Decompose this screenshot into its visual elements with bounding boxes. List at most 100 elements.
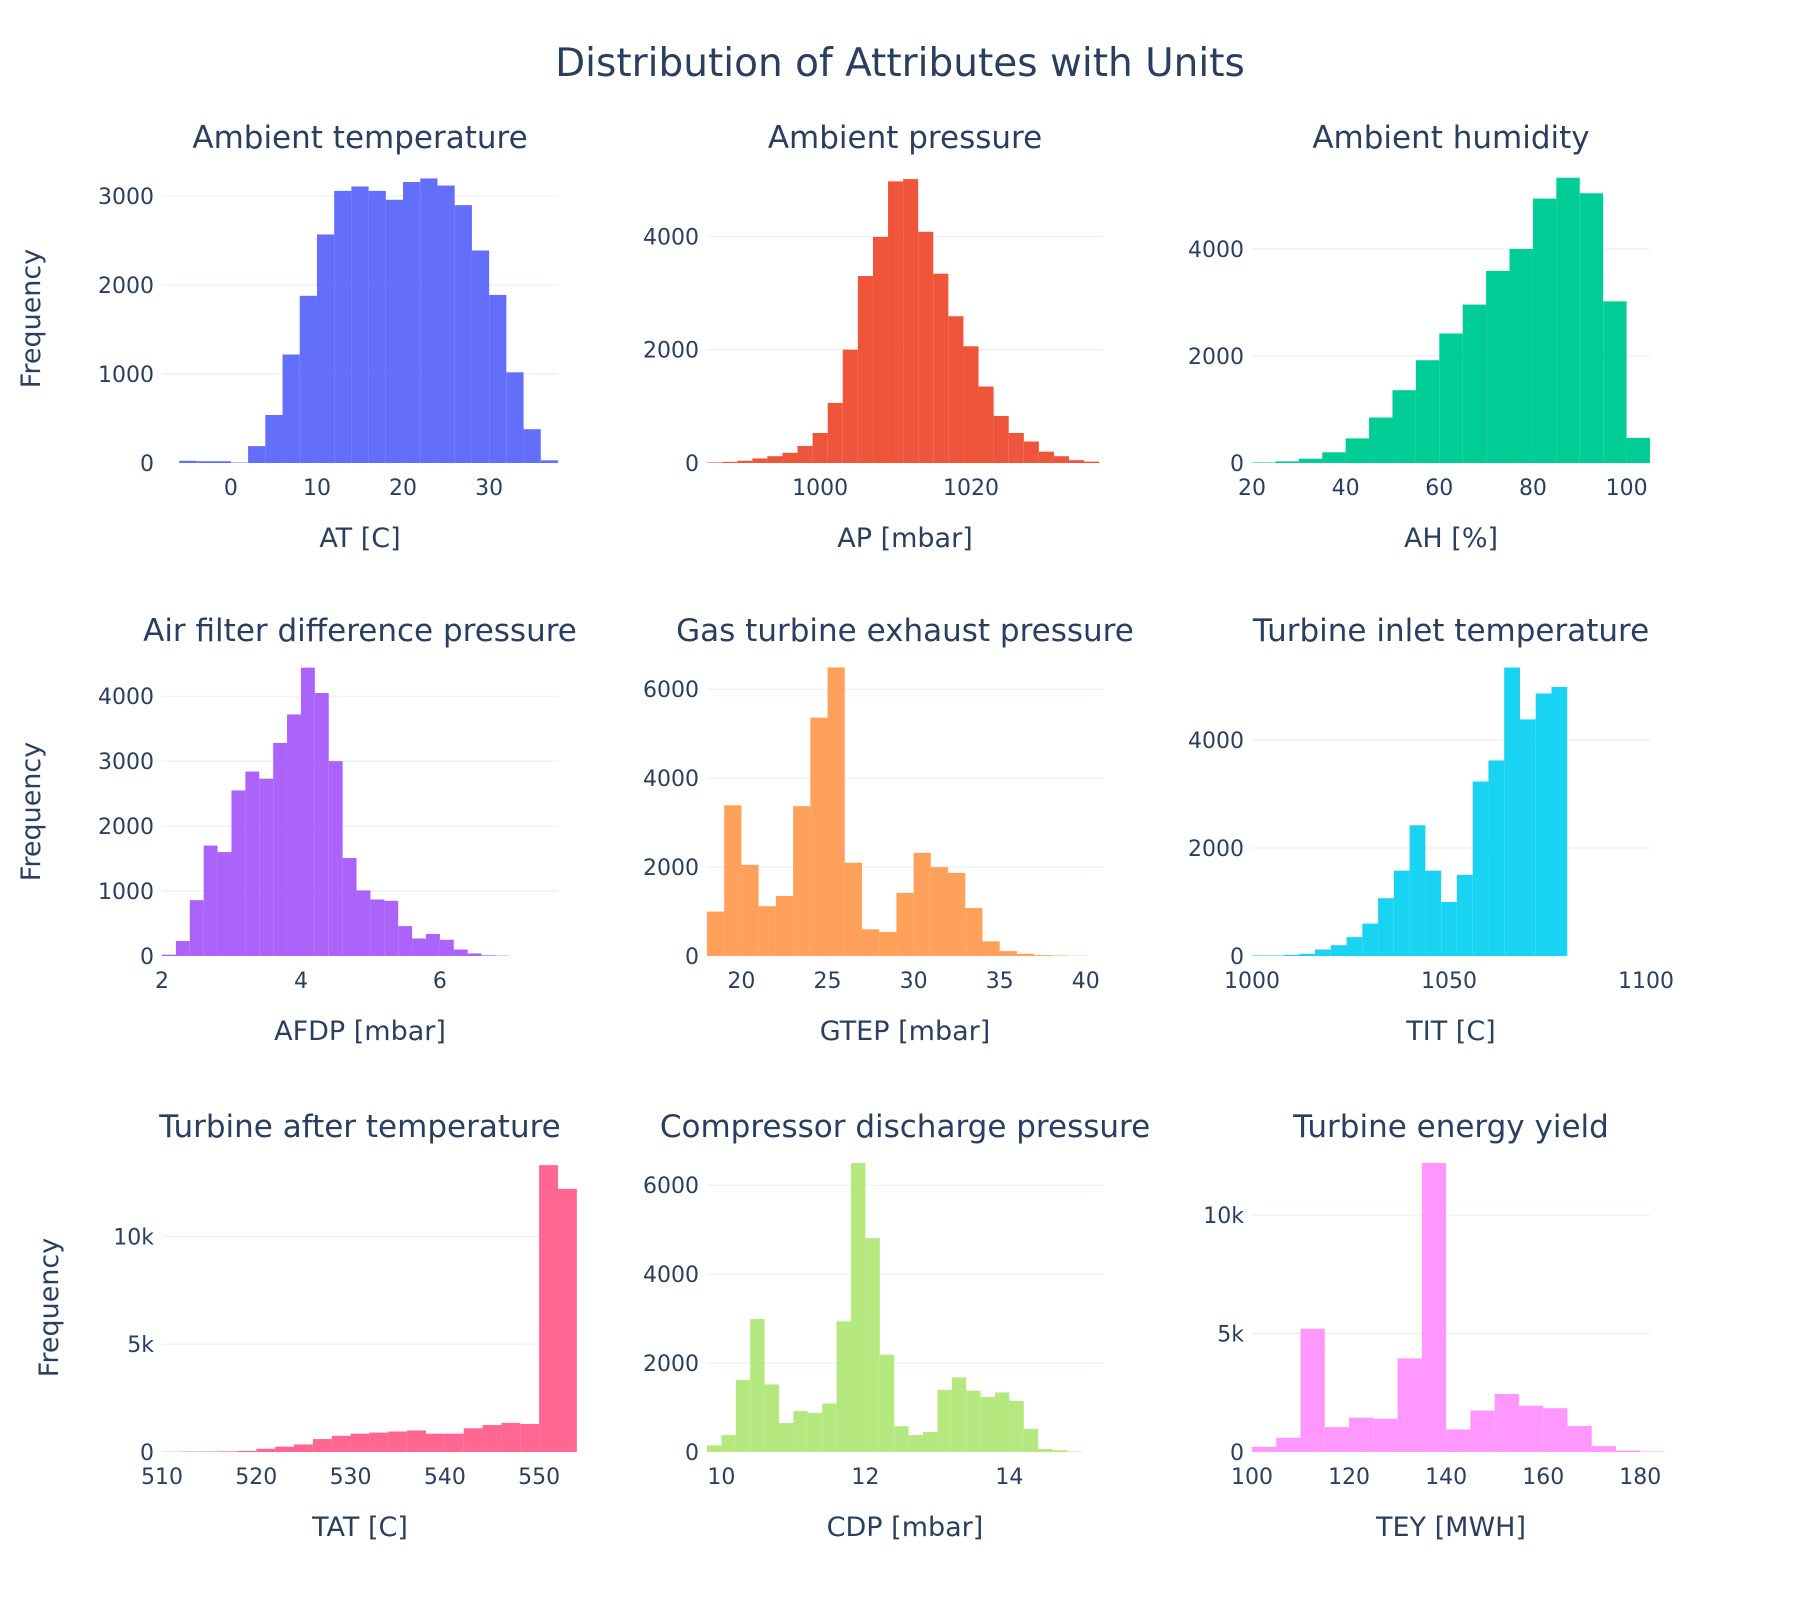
subplot-title: Compressor discharge pressure: [660, 1109, 1150, 1145]
histogram-bar: [982, 941, 999, 956]
histogram-bar: [750, 1319, 764, 1452]
histogram-bar: [1519, 1406, 1543, 1452]
histogram-bar: [398, 926, 412, 956]
histogram-bar: [558, 1189, 577, 1452]
histogram-bar: [1627, 438, 1650, 463]
histogram-bar: [914, 853, 931, 956]
x-tick-label: 1100: [1618, 969, 1674, 994]
x-tick-label: 120: [1328, 1465, 1370, 1490]
histogram-bar: [828, 403, 843, 463]
x-tick-label: 530: [330, 1465, 372, 1490]
histogram-bar: [1556, 178, 1579, 463]
histogram-bar: [1504, 668, 1520, 956]
x-tick-label: 40: [1072, 969, 1100, 994]
x-tick-label: 10: [303, 476, 331, 501]
histogram-bar: [265, 415, 282, 463]
histogram-bar: [403, 182, 420, 463]
x-tick-label: 2: [155, 969, 169, 994]
histogram-bar: [888, 181, 903, 463]
histogram-bar: [931, 867, 948, 956]
y-axis-title: Frequency: [16, 742, 47, 882]
x-axis-title: CDP [mbar]: [827, 1512, 984, 1543]
histogram-bar: [1457, 875, 1473, 956]
histogram-bar: [1325, 1427, 1349, 1452]
histogram-bar: [301, 668, 315, 956]
y-tick-label: 2000: [643, 856, 699, 881]
y-tick-label: 2000: [1188, 345, 1244, 370]
histogram-bar: [865, 1238, 879, 1452]
x-tick-label: 60: [1425, 476, 1453, 501]
histogram-bar: [1616, 1451, 1640, 1452]
histogram-bar: [454, 950, 468, 956]
histogram-bar: [994, 416, 1009, 463]
histogram-bar: [1276, 1438, 1300, 1452]
x-tick-label: 40: [1332, 476, 1360, 501]
histogram-bar: [737, 461, 752, 463]
histogram-bar: [248, 446, 265, 463]
histogram-bar: [1346, 438, 1369, 463]
histogram-bar: [317, 234, 334, 463]
histogram-bar: [370, 899, 384, 956]
y-tick-label: 0: [685, 1441, 699, 1466]
histogram-bar: [287, 714, 301, 956]
y-tick-label: 1000: [98, 880, 154, 905]
x-axis-title: AFDP [mbar]: [274, 1016, 446, 1047]
y-tick-label: 2000: [1188, 837, 1244, 862]
histogram-bar: [1463, 305, 1486, 463]
y-tick-label: 6000: [643, 678, 699, 703]
histogram-bar: [707, 1445, 721, 1452]
histogram-bar: [1301, 1329, 1325, 1452]
x-tick-label: 20: [727, 969, 755, 994]
histogram-bar: [489, 295, 506, 463]
histogram-bar: [759, 906, 776, 956]
histogram-bar: [736, 1380, 750, 1452]
histogram-bar: [808, 1413, 822, 1452]
histogram-bar: [472, 250, 489, 463]
subplot-title: Ambient pressure: [768, 120, 1042, 156]
figure-title: Distribution of Attributes with Units: [555, 41, 1245, 86]
histogram-bar: [351, 186, 368, 463]
histogram-bar: [259, 779, 273, 956]
y-tick-label: 3000: [98, 185, 154, 210]
histogram-bar: [741, 865, 758, 956]
x-tick-label: 1000: [1224, 969, 1280, 994]
x-tick-label: 6: [433, 969, 447, 994]
histogram-bar: [482, 955, 496, 956]
histogram-bar: [300, 296, 317, 463]
histogram-bar: [822, 1404, 836, 1452]
histogram-bar: [315, 693, 329, 956]
histogram-bar: [952, 1377, 966, 1452]
histogram-bar: [1069, 460, 1084, 463]
histogram-bar: [218, 852, 232, 956]
histogram-bar: [1470, 1411, 1494, 1452]
histogram-bar: [1446, 1429, 1470, 1452]
histogram-bar: [1315, 950, 1331, 956]
histogram-bar: [437, 186, 454, 463]
histogram-bar: [386, 200, 403, 463]
histogram-bar: [440, 940, 454, 956]
histogram-bar: [204, 846, 218, 956]
x-tick-label: 540: [424, 1465, 466, 1490]
histogram-bar: [1416, 360, 1439, 463]
histogram-bar: [879, 932, 896, 956]
histogram-bar: [1533, 199, 1556, 463]
histogram-bar: [1347, 937, 1363, 956]
histogram-bar: [1473, 782, 1489, 956]
histogram-bar: [724, 805, 741, 956]
y-tick-label: 0: [140, 945, 154, 970]
y-tick-label: 10k: [1203, 1204, 1244, 1229]
histogram-bar: [455, 205, 472, 463]
histogram-bar: [464, 1428, 483, 1452]
histogram-bar: [524, 429, 541, 463]
y-tick-label: 0: [685, 452, 699, 477]
histogram-bar: [245, 772, 259, 956]
histogram-bar: [501, 1423, 520, 1452]
y-tick-label: 4000: [643, 1263, 699, 1288]
